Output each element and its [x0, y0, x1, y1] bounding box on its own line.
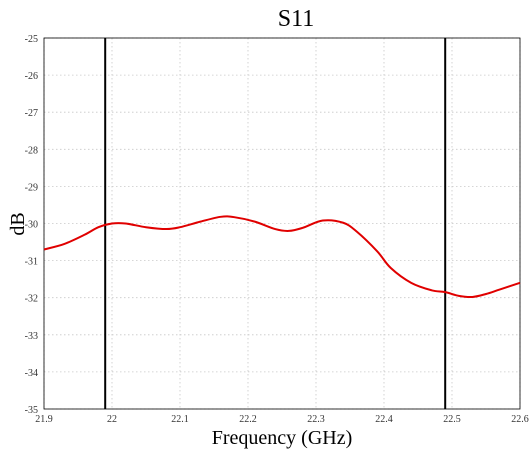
- x-tick-label: 22.1: [171, 414, 189, 425]
- y-tick-label: -25: [25, 34, 38, 45]
- tick-layer: 21.9 22 22.1 22.2 22.3 22.4 22.5 22.6 -25 -26 -27 -…: [25, 34, 529, 425]
- y-tick-label: -29: [25, 182, 38, 193]
- y-tick-label: -28: [25, 145, 38, 156]
- plot-frame: [43, 37, 521, 410]
- y-tick-label: -33: [25, 331, 38, 342]
- chart-title: S11: [278, 6, 314, 32]
- marker-layer: [104, 38, 447, 409]
- x-axis-label: Frequency (GHz): [212, 427, 353, 449]
- x-tick-label: 22: [107, 414, 117, 425]
- x-tick-label: 22.2: [239, 414, 257, 425]
- y-tick-label: -27: [25, 108, 38, 119]
- y-axis-label: dB: [7, 212, 29, 235]
- y-tick-label: -26: [25, 71, 38, 82]
- x-tick-label: 21.9: [35, 414, 53, 425]
- y-tick-label: -34: [25, 368, 38, 379]
- x-tick-label: 22.5: [443, 414, 461, 425]
- x-tick-label: 22.3: [307, 414, 325, 425]
- x-tick-label: 22.6: [511, 414, 529, 425]
- y-tick-label: -32: [25, 294, 38, 305]
- series-layer: [43, 215, 521, 299]
- y-tick-label: -35: [25, 405, 38, 416]
- y-tick-label: -31: [25, 257, 38, 268]
- x-tick-label: 22.4: [375, 414, 393, 425]
- y-tick-label: -30: [25, 220, 38, 231]
- s11-series-line: [43, 215, 521, 299]
